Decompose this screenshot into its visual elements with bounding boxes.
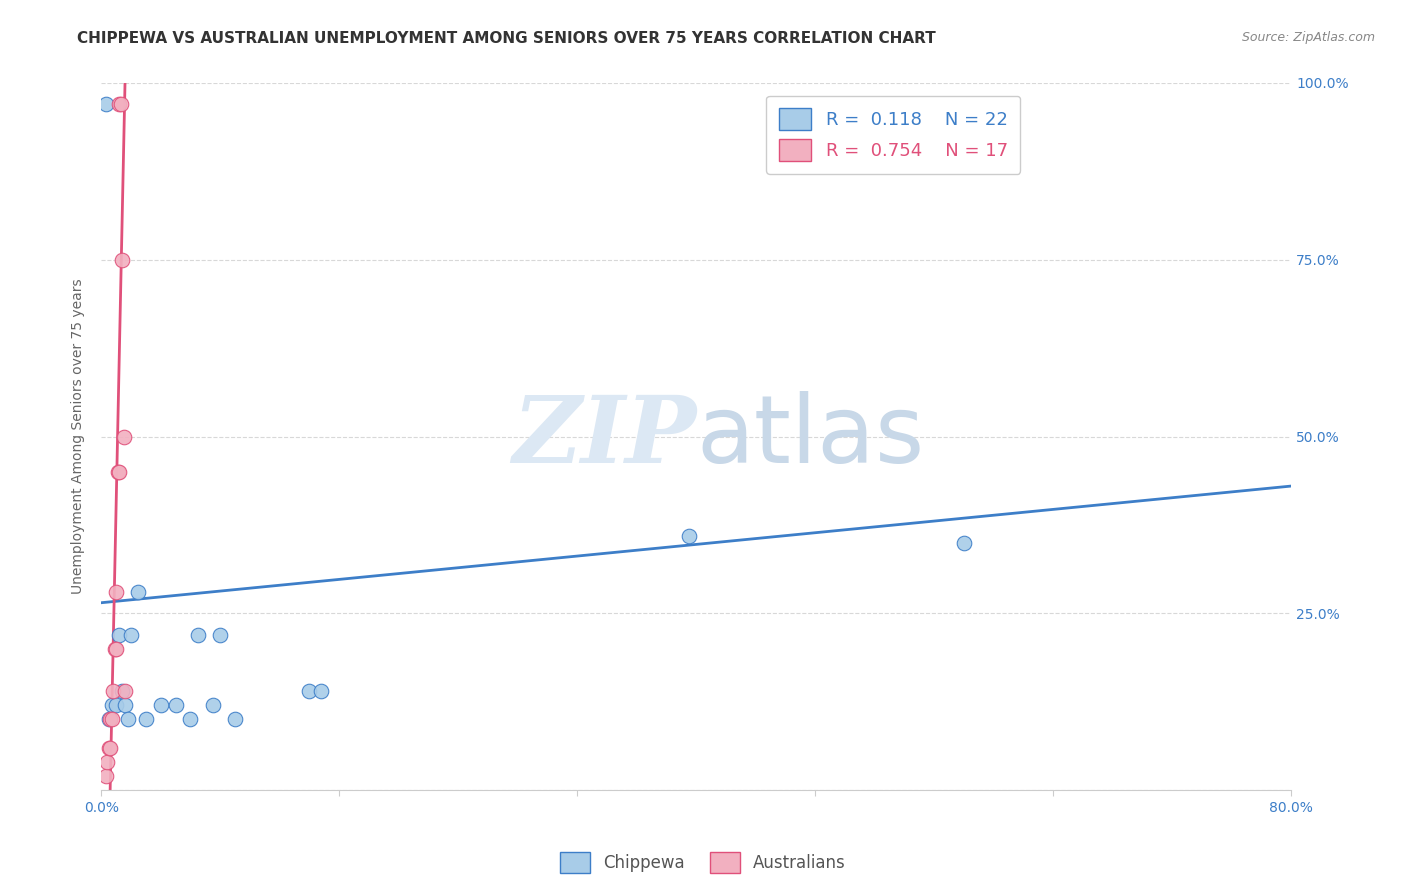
Point	[224, 713, 246, 727]
Point	[100, 698, 122, 713]
Point	[114, 698, 136, 713]
Point	[187, 627, 209, 641]
Point	[96, 755, 118, 769]
Point	[94, 769, 117, 783]
Point	[120, 627, 142, 641]
Y-axis label: Unemployment Among Seniors over 75 years: Unemployment Among Seniors over 75 years	[72, 278, 86, 594]
Point	[100, 713, 122, 727]
Point	[105, 641, 128, 656]
Point	[953, 535, 976, 549]
Point	[108, 627, 131, 641]
Point	[114, 684, 136, 698]
Point	[678, 528, 700, 542]
Point	[97, 713, 120, 727]
Point	[111, 252, 134, 267]
Point	[104, 641, 127, 656]
Point	[110, 97, 132, 112]
Text: atlas: atlas	[696, 391, 925, 483]
Point	[107, 465, 129, 479]
Point	[108, 97, 131, 112]
Point	[117, 713, 139, 727]
Point	[98, 740, 121, 755]
Point	[179, 713, 201, 727]
Point	[98, 713, 121, 727]
Legend: R =  0.118    N = 22, R =  0.754    N = 17: R = 0.118 N = 22, R = 0.754 N = 17	[766, 95, 1021, 174]
Point	[298, 684, 321, 698]
Point	[105, 585, 128, 599]
Point	[127, 585, 149, 599]
Point	[201, 698, 224, 713]
Point	[112, 429, 135, 443]
Text: ZIP: ZIP	[512, 392, 696, 482]
Point	[165, 698, 187, 713]
Point	[135, 713, 157, 727]
Text: CHIPPEWA VS AUSTRALIAN UNEMPLOYMENT AMONG SENIORS OVER 75 YEARS CORRELATION CHAR: CHIPPEWA VS AUSTRALIAN UNEMPLOYMENT AMON…	[77, 31, 936, 46]
Point	[209, 627, 232, 641]
Point	[149, 698, 172, 713]
Point	[101, 684, 124, 698]
Text: Source: ZipAtlas.com: Source: ZipAtlas.com	[1241, 31, 1375, 45]
Point	[105, 698, 128, 713]
Point	[111, 684, 134, 698]
Point	[94, 97, 117, 112]
Point	[97, 740, 120, 755]
Point	[311, 684, 333, 698]
Point	[108, 465, 131, 479]
Legend: Chippewa, Australians: Chippewa, Australians	[554, 846, 852, 880]
